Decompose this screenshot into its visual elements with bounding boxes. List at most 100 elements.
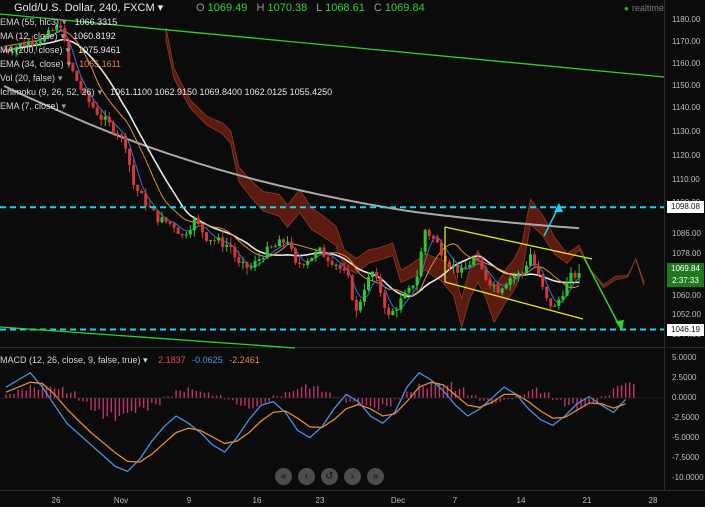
- indicator-value: 1061.1100 1062.9150 1069.8400 1062.0125 …: [110, 87, 333, 97]
- indicator-label: EMA (55, hlc3): [0, 17, 60, 27]
- candle-body: [273, 246, 277, 248]
- candle-body: [148, 206, 152, 208]
- price-tick-label: 1140.00: [672, 103, 701, 112]
- candle-body: [196, 218, 200, 224]
- candle-body: [375, 271, 379, 278]
- histogram-value: -2.2461: [229, 355, 260, 365]
- candle-body: [472, 257, 476, 266]
- candle-body: [30, 41, 34, 45]
- up-arrow-head: [554, 203, 563, 212]
- candle-body: [391, 310, 395, 316]
- candle-body: [512, 276, 516, 279]
- candle-body: [537, 265, 541, 275]
- indicator-item[interactable]: Ichimoku (9, 26, 52, 26) ▾ 1061.1100 1062.…: [0, 87, 332, 98]
- candle-body: [233, 246, 237, 258]
- candle-body: [294, 248, 298, 263]
- candle-body: [496, 284, 500, 293]
- price-tick-label: 1130.00: [672, 127, 701, 136]
- candle-body: [314, 251, 318, 258]
- candle-body: [168, 221, 172, 224]
- candle-body: [415, 276, 419, 286]
- candle-body: [55, 25, 59, 31]
- candle-body: [403, 292, 407, 299]
- candle-body: [217, 237, 221, 241]
- candle-body: [229, 244, 233, 247]
- candle-body: [439, 242, 443, 256]
- channel-upper-line: [444, 226, 593, 260]
- indicator-value: 1075.9461: [78, 45, 121, 55]
- candle-body: [411, 285, 415, 288]
- candle-body: [281, 239, 285, 243]
- candle-body: [456, 264, 460, 273]
- macd-tick-label: 0.0000: [672, 393, 697, 402]
- candle-body: [245, 261, 249, 268]
- candle-body: [38, 41, 42, 44]
- candle-body: [249, 267, 253, 269]
- candle-body: [91, 101, 95, 108]
- candle-body: [71, 63, 75, 71]
- candle-body: [500, 288, 504, 293]
- price-tick-label: 1180.00: [672, 15, 701, 24]
- price-tick-label: 1150.00: [672, 81, 701, 90]
- indicator-label: Ichimoku (9, 26, 52, 26): [0, 87, 95, 97]
- candle-body: [2, 50, 6, 52]
- candle-body: [484, 269, 488, 280]
- candle-body: [423, 229, 427, 252]
- chevron-down-icon[interactable]: ▾: [60, 31, 66, 41]
- down-arrow-line: [582, 255, 621, 328]
- candle-body: [140, 191, 144, 194]
- chevron-down-icon[interactable]: ▾: [62, 17, 67, 27]
- chevron-double-right-icon[interactable]: »: [367, 468, 384, 485]
- chevron-down-icon[interactable]: ▾: [143, 355, 148, 365]
- candle-body: [10, 51, 14, 53]
- price-tick-label: 1086.00: [672, 229, 701, 238]
- indicator-item[interactable]: MA (200, close) ▾ 1075.9461: [0, 45, 121, 56]
- lower-trendline: [0, 326, 296, 349]
- chevron-down-icon[interactable]: ▾: [58, 73, 63, 83]
- candle-body: [43, 36, 46, 42]
- candle-body: [115, 132, 119, 135]
- candle-body: [358, 301, 362, 311]
- indicator-label: EMA (34, close): [0, 59, 64, 69]
- chevron-down-icon[interactable]: ▾: [66, 59, 72, 69]
- candle-body: [75, 70, 79, 81]
- candle-body: [346, 270, 350, 276]
- symbol-title[interactable]: Gold/U.S. Dollar, 240, FXCM ▾: [14, 2, 164, 14]
- time-tick-label: Nov: [113, 496, 129, 505]
- chevron-left-icon[interactable]: ‹: [298, 468, 315, 485]
- candle-body: [310, 257, 314, 261]
- macd-label[interactable]: MACD (12, 26, close, 9, false, true): [0, 355, 141, 365]
- time-tick-label: 9: [186, 496, 192, 505]
- candle-body: [176, 227, 180, 234]
- chevron-down-icon[interactable]: ▾: [65, 45, 71, 55]
- candle-body: [569, 272, 573, 283]
- indicator-label: Vol (20, false): [0, 73, 56, 83]
- candle-body: [152, 206, 156, 211]
- chevron-double-left-icon[interactable]: «: [275, 468, 292, 485]
- candle-body: [338, 264, 342, 269]
- chevron-right-icon[interactable]: ›: [344, 468, 361, 485]
- indicator-item[interactable]: EMA (7, close) ▾: [0, 101, 74, 112]
- high-value: 1070.38: [267, 2, 308, 14]
- candle-body: [545, 286, 549, 299]
- candle-body: [448, 261, 451, 268]
- chevron-down-icon[interactable]: ▾: [61, 101, 67, 111]
- candle-body: [367, 276, 370, 290]
- chevron-down-icon[interactable]: ▾: [97, 87, 103, 97]
- candle-body: [6, 50, 10, 52]
- candle-body: [136, 185, 140, 192]
- indicator-item[interactable]: EMA (55, hlc3) ▾ 1066.3315: [0, 17, 117, 28]
- time-tick-label: Dec: [390, 496, 406, 505]
- candle-body: [549, 298, 553, 307]
- price-marker-label: 1046.19: [667, 323, 704, 336]
- candle-body: [257, 259, 261, 261]
- refresh-icon[interactable]: ↺: [321, 468, 338, 485]
- candle-body: [318, 247, 322, 252]
- candle-body: [383, 292, 387, 308]
- indicator-value: 1066.3315: [74, 17, 118, 27]
- indicator-item[interactable]: MA (12, close) ▾ 1060.8192: [0, 31, 116, 42]
- indicator-value: 1060.8192: [73, 31, 116, 41]
- indicator-item[interactable]: EMA (34, close) ▾ 1065.1611: [0, 59, 121, 70]
- indicator-item[interactable]: Vol (20, false) ▾: [0, 73, 71, 84]
